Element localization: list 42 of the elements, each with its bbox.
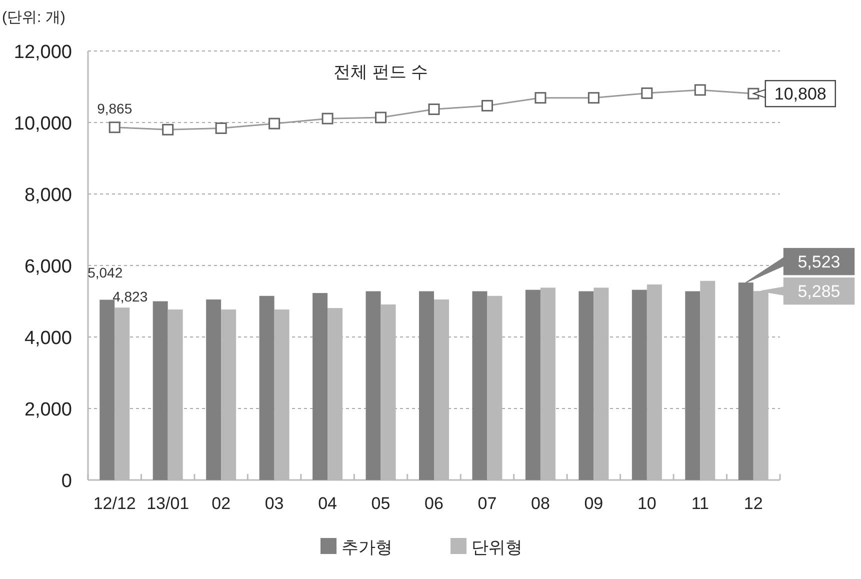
x-tick-label: 02 bbox=[212, 494, 231, 513]
data-label: 5,523 bbox=[798, 252, 840, 272]
data-label: 10,808 bbox=[774, 84, 826, 104]
x-tick-label: 06 bbox=[424, 494, 444, 513]
y-tick-label: 4,000 bbox=[24, 328, 72, 349]
bar bbox=[472, 291, 488, 480]
bar bbox=[632, 290, 647, 480]
y-tick-label: 2,000 bbox=[24, 400, 72, 420]
data-label: 5,285 bbox=[798, 282, 840, 302]
x-tick-label: 05 bbox=[371, 494, 390, 513]
legend-label: 추가형 bbox=[342, 538, 392, 557]
x-tick-label: 13/01 bbox=[146, 494, 190, 513]
legend-label: 단위형 bbox=[472, 538, 522, 557]
x-tick-label: 10 bbox=[637, 494, 656, 513]
bar bbox=[312, 293, 328, 480]
bar bbox=[685, 291, 700, 480]
x-tick-label: 07 bbox=[478, 494, 497, 513]
y-tick-label: 10,000 bbox=[14, 114, 72, 134]
x-tick-label: 04 bbox=[318, 494, 337, 513]
x-tick-label: 11 bbox=[691, 494, 709, 513]
y-axis-title: (단위: 개) bbox=[2, 9, 66, 26]
bar bbox=[100, 300, 115, 480]
bar bbox=[578, 291, 594, 480]
y-tick-label: 12,000 bbox=[14, 42, 72, 63]
x-tick-label: 09 bbox=[584, 494, 604, 513]
bar bbox=[419, 291, 434, 480]
y-tick-label: 8,000 bbox=[24, 185, 72, 206]
bar bbox=[259, 296, 274, 480]
x-tick-label: 12/12 bbox=[93, 494, 136, 513]
bar bbox=[525, 290, 540, 480]
series-label: 전체 펀드 수 bbox=[334, 62, 428, 82]
bar bbox=[152, 301, 168, 480]
data-label: 4,823 bbox=[112, 288, 148, 305]
bar bbox=[366, 291, 381, 480]
data-label: 9,865 bbox=[97, 100, 132, 116]
x-tick-label: 08 bbox=[531, 494, 550, 513]
bar bbox=[206, 299, 222, 480]
x-tick-label: 03 bbox=[264, 494, 284, 513]
y-tick-label: 0 bbox=[61, 471, 72, 492]
x-tick-label: 12 bbox=[744, 494, 763, 513]
data-label: 5,042 bbox=[88, 264, 123, 281]
y-tick-label: 6,000 bbox=[24, 256, 72, 278]
